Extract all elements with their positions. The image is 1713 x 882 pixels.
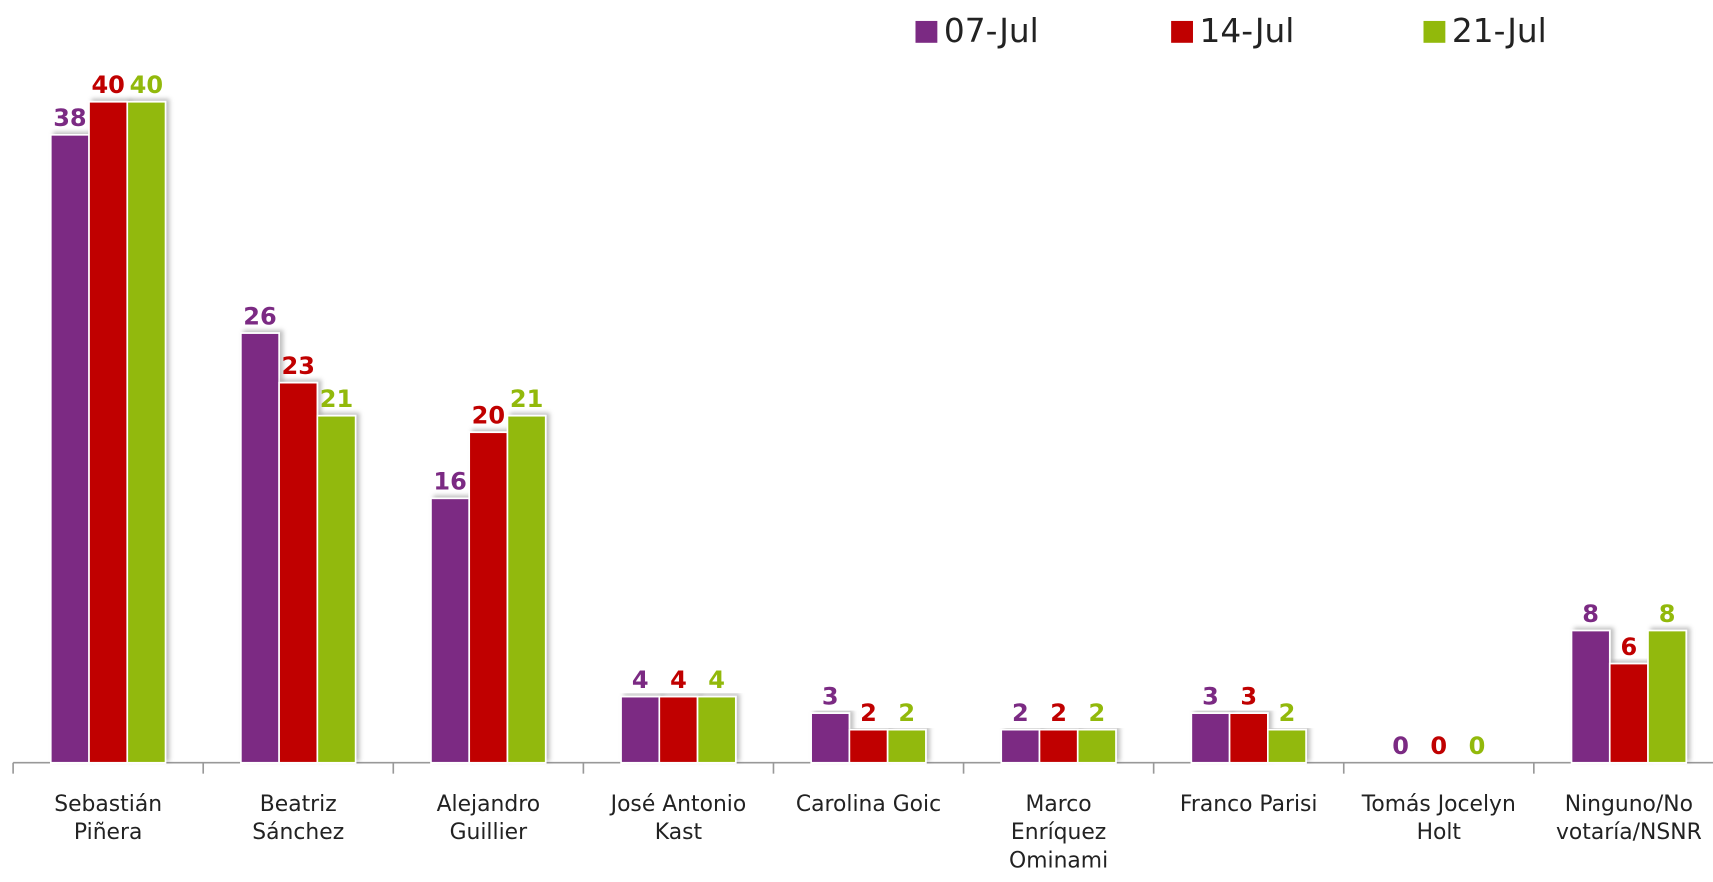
bar	[1228, 712, 1269, 764]
x-tick-label: Tomás Jocelyn Holt	[1361, 790, 1516, 845]
x-tick-label: Ninguno/No votaría/NSNR	[1555, 790, 1702, 845]
x-label-box: Franco Parisi	[1179, 790, 1318, 817]
x-tick-label: Alejandro Guillier	[436, 790, 541, 845]
bar	[886, 728, 927, 764]
bar	[278, 381, 319, 764]
x-tick-label: Franco Parisi	[1179, 790, 1318, 817]
data-label: 40	[130, 71, 163, 99]
data-label: 8	[1659, 600, 1676, 628]
x-tick-label: José Antonio Kast	[610, 790, 747, 845]
bar	[1570, 629, 1611, 764]
x-tick-label: Sebastián Piñera	[54, 790, 163, 845]
data-label: 0	[1392, 732, 1409, 760]
x-tick-label: Marco Enríquez Ominami	[1009, 790, 1109, 874]
data-label: 3	[1240, 682, 1257, 710]
data-label: 38	[53, 104, 86, 132]
data-label: 26	[243, 302, 276, 330]
x-label-box: Carolina Goic	[795, 790, 942, 817]
bar	[1608, 662, 1649, 764]
bar	[240, 332, 280, 764]
data-label: 3	[822, 682, 839, 710]
x-label-box: Sebastián Piñera	[54, 790, 163, 845]
bar	[430, 497, 471, 764]
data-label: 4	[632, 666, 649, 694]
data-label: 4	[708, 666, 725, 694]
bar	[126, 100, 167, 764]
x-label-box: Tomás Jocelyn Holt	[1361, 790, 1516, 845]
legend-label: 07-Jul	[944, 12, 1039, 50]
data-label: 2	[860, 699, 877, 727]
bar	[658, 695, 699, 764]
bar	[506, 414, 547, 764]
data-label: 2	[898, 699, 915, 727]
bar	[1076, 728, 1117, 764]
bar	[696, 695, 737, 764]
bar	[1647, 629, 1688, 764]
x-label-box: José Antonio Kast	[610, 790, 747, 845]
x-label-box: Alejandro Guillier	[436, 790, 541, 845]
legend-swatch	[1423, 20, 1446, 43]
data-label: 4	[670, 666, 687, 694]
legend-label: 14-Jul	[1200, 12, 1295, 50]
data-label: 20	[472, 402, 505, 430]
data-label: 2	[1088, 699, 1105, 727]
data-label: 3	[1202, 682, 1219, 710]
bar	[468, 431, 509, 764]
data-label: 6	[1621, 633, 1638, 661]
bar	[810, 712, 851, 764]
bar	[620, 695, 661, 764]
data-label: 2	[1279, 699, 1296, 727]
x-label-box: Beatriz Sánchez	[252, 790, 345, 845]
x-label-box: Marco Enríquez Ominami	[1009, 790, 1109, 874]
x-tick-label: Beatriz Sánchez	[252, 790, 345, 845]
data-label: 23	[282, 352, 315, 380]
data-label: 8	[1582, 600, 1599, 628]
bar	[88, 100, 129, 764]
legend-label: 21-Jul	[1452, 12, 1547, 50]
data-label: 16	[433, 468, 466, 496]
data-label: 2	[1012, 699, 1029, 727]
data-label: 40	[91, 71, 124, 99]
data-label: 0	[1469, 732, 1486, 760]
x-label-box: Ninguno/No votaría/NSNR	[1555, 790, 1702, 845]
legend-swatch	[1171, 20, 1193, 43]
bar	[1000, 728, 1041, 764]
bar	[1038, 728, 1079, 764]
legend-swatch	[915, 20, 938, 43]
bar	[848, 728, 889, 764]
bar	[1190, 712, 1231, 764]
bar	[1266, 728, 1307, 764]
data-label: 0	[1430, 732, 1447, 760]
x-tick-label: Carolina Goic	[795, 790, 942, 817]
data-label: 21	[510, 385, 543, 413]
data-label: 21	[320, 385, 353, 413]
bar	[316, 414, 357, 764]
data-label: 2	[1050, 699, 1067, 727]
bar	[49, 134, 90, 764]
